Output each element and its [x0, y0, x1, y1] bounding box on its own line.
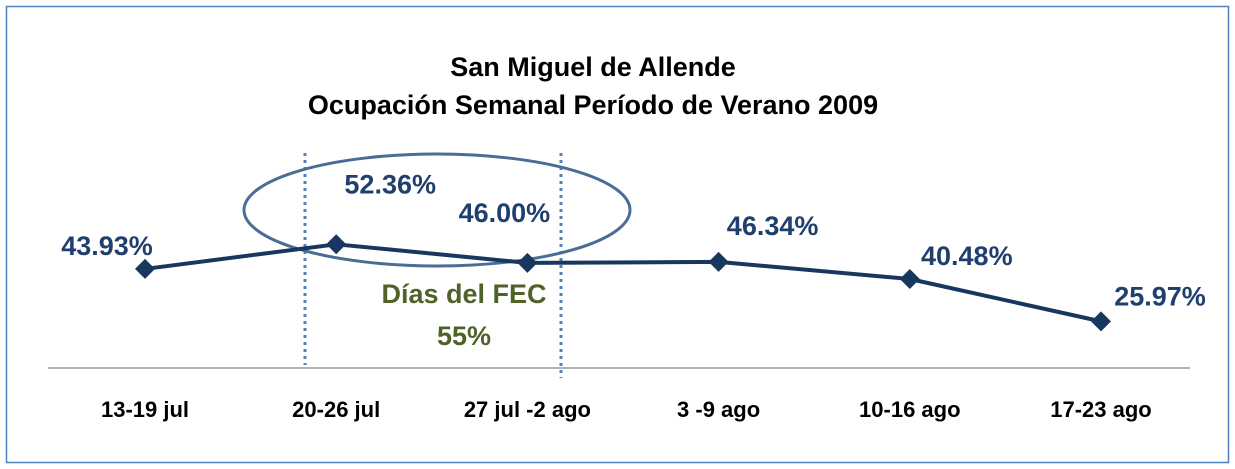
x-tick-label: 3 -9 ago: [677, 397, 760, 422]
x-tick-label: 17-23 ago: [1050, 397, 1152, 422]
x-tick-label: 27 jul -2 ago: [464, 397, 591, 422]
series-line: [144, 242, 1102, 324]
chart-title: San Miguel de Allende: [450, 52, 736, 82]
data-label: 46.00%: [459, 198, 551, 228]
data-point: [326, 234, 347, 255]
annotation: 55%: [437, 321, 491, 351]
chart-subtitle: Ocupación Semanal Período de Verano 2009: [308, 90, 878, 120]
x-tick-label: 13-19 jul: [101, 397, 189, 422]
data-point: [708, 251, 729, 272]
highlight-ellipse: [242, 152, 632, 268]
chart-frame: [5, 5, 1230, 464]
data-point: [899, 268, 920, 289]
annotation: Días del FEC: [381, 279, 546, 309]
data-label: 25.97%: [1114, 281, 1206, 311]
data-point: [1091, 311, 1111, 332]
data-label: 43.93%: [61, 231, 153, 261]
data-point: [135, 258, 155, 279]
data-label: 46.34%: [727, 211, 819, 241]
data-label: 40.48%: [921, 241, 1013, 271]
x-tick-label: 10-16 ago: [859, 397, 961, 422]
data-point: [517, 252, 538, 273]
data-label: 52.36%: [344, 169, 436, 199]
x-tick-label: 20-26 jul: [292, 397, 380, 422]
